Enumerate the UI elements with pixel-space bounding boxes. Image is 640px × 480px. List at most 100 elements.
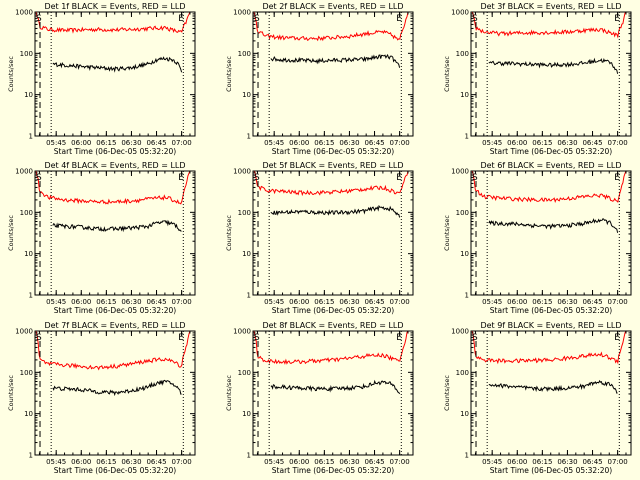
series-group xyxy=(35,331,191,397)
x-tick-label: 06:00 xyxy=(71,298,91,306)
plot-frame xyxy=(470,11,632,137)
y-tick-label: 1000 xyxy=(451,9,469,17)
start-marker: S xyxy=(254,333,260,343)
x-tick-label: 06:15 xyxy=(96,298,116,306)
series-line-events xyxy=(270,204,401,218)
y-axis-label: Counts/sec xyxy=(225,215,233,251)
series-line-lld xyxy=(471,12,627,39)
y-tick-label: 100 xyxy=(20,369,33,377)
y-tick-label: 10 xyxy=(460,91,469,99)
x-tick-label: 05:45 xyxy=(46,139,66,147)
series-line-events xyxy=(270,379,401,395)
y-tick-label: 10 xyxy=(242,250,251,258)
y-tick-label: 1000 xyxy=(15,9,33,17)
panel-title: Det 4f BLACK = Events, RED = LLD xyxy=(44,161,185,170)
start-marker: S xyxy=(36,173,42,183)
x-tick-label: 06:45 xyxy=(146,458,166,466)
plot-frame xyxy=(252,330,414,456)
series-line-events xyxy=(488,379,618,394)
y-axis-label: Counts/sec xyxy=(7,56,15,92)
x-tick-label: 06:15 xyxy=(314,298,334,306)
x-tick-label: 07:00 xyxy=(172,298,192,306)
x-tick-label: 06:15 xyxy=(532,139,552,147)
x-tick-label: 06:45 xyxy=(364,458,384,466)
y-tick-label: 1 xyxy=(247,452,251,460)
panel-title: Det 7f BLACK = Events, RED = LLD xyxy=(44,321,185,330)
series-group xyxy=(471,331,627,394)
end-marker: E xyxy=(178,173,184,183)
x-tick-label: 06:45 xyxy=(582,458,602,466)
panel-title: Det 3f BLACK = Events, RED = LLD xyxy=(480,2,621,11)
x-tick-label: 06:45 xyxy=(364,298,384,306)
panel-title: Det 9f BLACK = Events, RED = LLD xyxy=(480,321,621,330)
series-group xyxy=(35,171,191,233)
x-tick-label: 06:30 xyxy=(557,298,577,306)
series-line-lld xyxy=(253,331,409,365)
series-line-lld xyxy=(471,171,627,204)
x-tick-label: 06:30 xyxy=(339,458,359,466)
y-tick-label: 100 xyxy=(456,50,469,58)
series-line-events xyxy=(270,53,401,68)
y-tick-label: 1000 xyxy=(451,168,469,176)
y-axis-label: Counts/sec xyxy=(225,56,233,92)
y-tick-label: 1 xyxy=(465,452,469,460)
panel-title: Det 2f BLACK = Events, RED = LLD xyxy=(262,2,403,11)
x-tick-label: 06:00 xyxy=(71,458,91,466)
x-tick-label: 05:45 xyxy=(264,458,284,466)
x-tick-label: 05:45 xyxy=(46,298,66,306)
plot-frame xyxy=(470,170,632,296)
start-marker: S xyxy=(36,333,42,343)
series-line-lld xyxy=(35,12,191,34)
x-tick-label: 06:00 xyxy=(289,298,309,306)
x-tick-label: 06:30 xyxy=(339,139,359,147)
y-tick-label: 1 xyxy=(247,292,251,300)
y-tick-label: 1 xyxy=(465,133,469,141)
y-tick-label: 10 xyxy=(242,91,251,99)
x-tick-label: 06:15 xyxy=(532,458,552,466)
y-tick-label: 1 xyxy=(29,133,33,141)
start-marker: S xyxy=(36,14,42,24)
start-marker: S xyxy=(472,173,478,183)
x-tick-label: 06:45 xyxy=(582,298,602,306)
x-axis-label: Start Time (06-Dec-05 05:32:20) xyxy=(490,306,612,315)
y-tick-label: 100 xyxy=(456,209,469,217)
x-tick-label: 07:00 xyxy=(390,298,410,306)
x-tick-label: 06:30 xyxy=(121,458,141,466)
series-line-events xyxy=(52,379,182,397)
y-tick-label: 100 xyxy=(20,209,33,217)
x-axis-label: Start Time (06-Dec-05 05:32:20) xyxy=(54,466,176,475)
y-tick-label: 10 xyxy=(24,250,33,258)
x-tick-label: 07:00 xyxy=(390,139,410,147)
series-group xyxy=(253,171,409,218)
x-tick-label: 06:30 xyxy=(557,458,577,466)
x-tick-label: 06:30 xyxy=(121,139,141,147)
y-tick-label: 1000 xyxy=(451,328,469,336)
series-line-lld xyxy=(35,331,191,371)
end-marker: E xyxy=(396,333,402,343)
x-tick-label: 06:00 xyxy=(507,298,527,306)
x-tick-label: 06:00 xyxy=(507,139,527,147)
series-line-lld xyxy=(471,331,627,365)
y-tick-label: 100 xyxy=(238,209,251,217)
x-tick-label: 07:00 xyxy=(608,139,628,147)
y-tick-label: 1 xyxy=(29,452,33,460)
x-tick-label: 05:45 xyxy=(264,298,284,306)
x-tick-label: 06:00 xyxy=(289,458,309,466)
panel-title: Det 1f BLACK = Events, RED = LLD xyxy=(44,2,185,11)
x-axis-label: Start Time (06-Dec-05 05:32:20) xyxy=(54,147,176,156)
y-axis-label: Counts/sec xyxy=(443,56,451,92)
series-group xyxy=(35,12,191,73)
y-tick-label: 10 xyxy=(460,250,469,258)
end-marker: E xyxy=(396,173,402,183)
plot-frame xyxy=(252,11,414,137)
y-tick-label: 1 xyxy=(465,292,469,300)
x-tick-label: 05:45 xyxy=(482,298,502,306)
